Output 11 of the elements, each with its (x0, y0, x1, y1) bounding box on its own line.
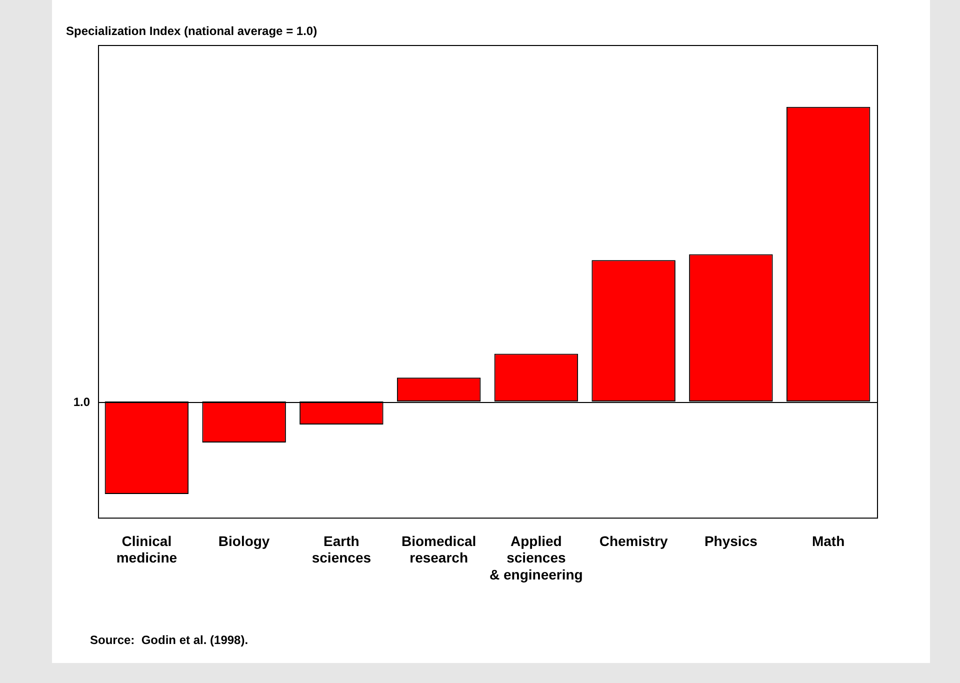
x-tick-label: Physics (704, 532, 758, 549)
text: 1.0 (73, 394, 90, 409)
x-tick-label: Biomedical research (401, 532, 476, 566)
x-tick-label: Clinical medicine (116, 532, 178, 566)
source-note: Source: Godin et al. (1998). (90, 633, 248, 647)
x-tick-label: Math (812, 532, 845, 549)
x-tick-label: Biology (218, 532, 270, 549)
chart-title: Specialization Index (national average = 1.0) (66, 24, 318, 38)
x-tick-label: Applied sciences & engineering (490, 532, 583, 582)
x-tick-label: Earth sciences (312, 532, 372, 566)
x-tick-label: Chemistry (599, 532, 668, 549)
